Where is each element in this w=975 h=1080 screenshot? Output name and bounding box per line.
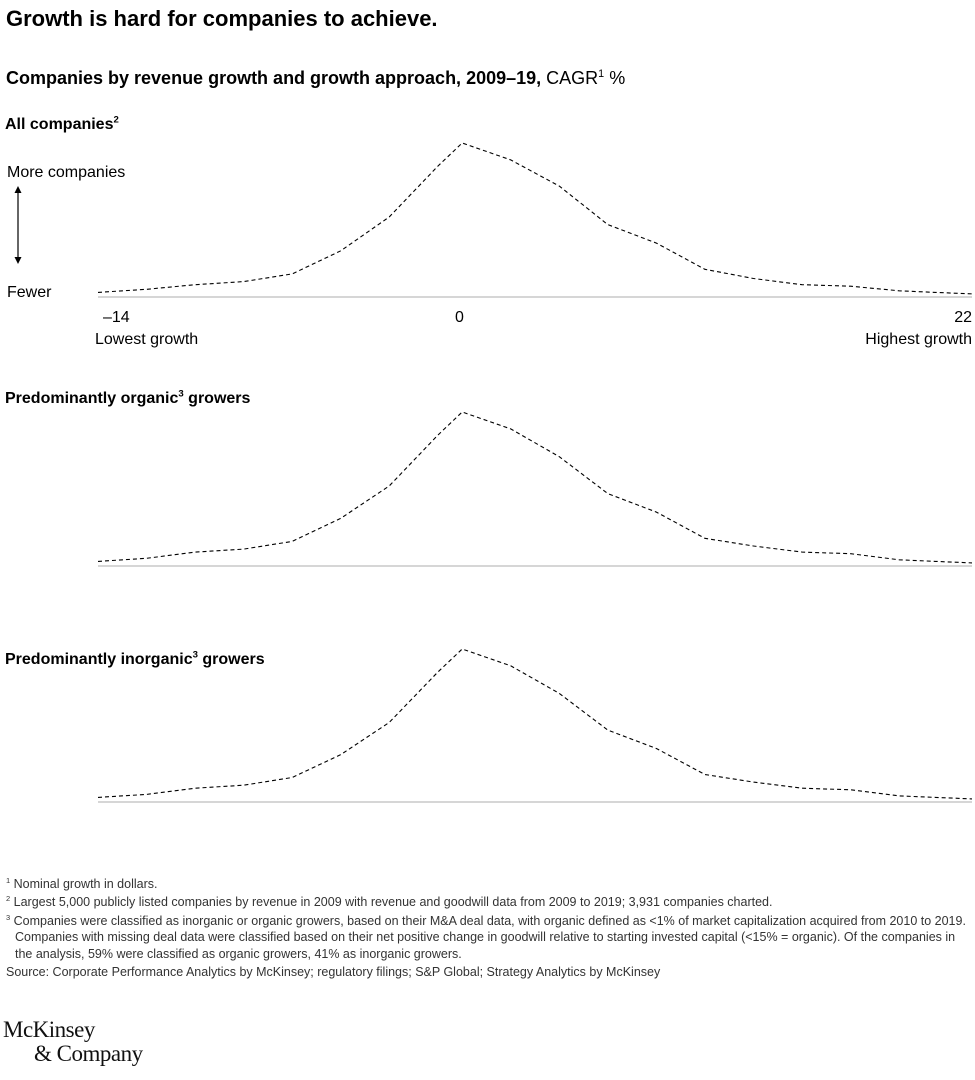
footnote-3: 3 Companies were classified as inorganic… — [6, 913, 975, 962]
panel-title-text: Predominantly inorganic — [5, 651, 193, 668]
footnote-mark: 3 — [6, 912, 11, 922]
distribution-line — [97, 142, 973, 295]
chart-panel-2 — [97, 411, 973, 567]
x-axis-low-caption: Lowest growth — [95, 331, 199, 348]
panel-title-organic: Predominantly organic3 growers — [5, 388, 251, 408]
unit-percent: % — [604, 68, 626, 88]
distribution-line — [97, 648, 973, 800]
logo-line-1: McKinsey — [3, 1017, 95, 1042]
footnote-2: 2 Largest 5,000 publicly listed companie… — [6, 894, 966, 910]
footnote-mark: 1 — [6, 875, 11, 885]
footnote-text: Nominal growth in dollars. — [13, 877, 158, 891]
panel-title-text-tail: growers — [197, 651, 265, 668]
footnote-1: 1 Nominal growth in dollars. — [6, 876, 966, 892]
chart-panel-1 — [97, 142, 973, 298]
y-axis-more-label: More companies — [7, 164, 126, 181]
chart-title: Growth is hard for companies to achieve. — [6, 6, 438, 31]
chart-subtitle: Companies by revenue growth and growth a… — [6, 68, 625, 89]
source-note: Source: Corporate Performance Analytics … — [6, 965, 661, 979]
chart-panel-3 — [97, 648, 973, 803]
x-tick-min: –14 — [103, 309, 130, 326]
panel-title-text: All companies — [5, 116, 114, 133]
footnote-mark-1: 1 — [598, 68, 605, 80]
footnote-text: Companies were classified as inorganic o… — [13, 914, 966, 961]
panel-title-text: Predominantly organic — [5, 390, 179, 407]
logo-line-2: & Company — [34, 1041, 143, 1067]
footnote-mark-3: 3 — [178, 388, 184, 400]
subtitle-unit: CAGR1 % — [546, 68, 625, 88]
panel-title-text-tail: growers — [183, 390, 251, 407]
x-tick-max: 22 — [954, 309, 972, 326]
distribution-line — [97, 411, 973, 564]
footnote-text: Largest 5,000 publicly listed companies … — [13, 895, 773, 909]
unit-label: CAGR — [546, 68, 599, 88]
double-arrow-icon — [14, 186, 22, 264]
x-axis-high-caption: Highest growth — [865, 331, 972, 348]
panel-title-all: All companies2 — [5, 114, 119, 134]
y-axis-fewer-label: Fewer — [7, 284, 52, 301]
panel-title-inorganic: Predominantly inorganic3 growers — [5, 650, 265, 669]
footnote-mark: 2 — [6, 893, 11, 903]
distribution-charts — [97, 142, 973, 803]
footnote-mark-2: 2 — [113, 114, 119, 126]
subtitle-text: Companies by revenue growth and growth a… — [6, 68, 542, 88]
mckinsey-logo: McKinsey & Company — [3, 1017, 143, 1067]
x-tick-zero: 0 — [455, 309, 464, 326]
